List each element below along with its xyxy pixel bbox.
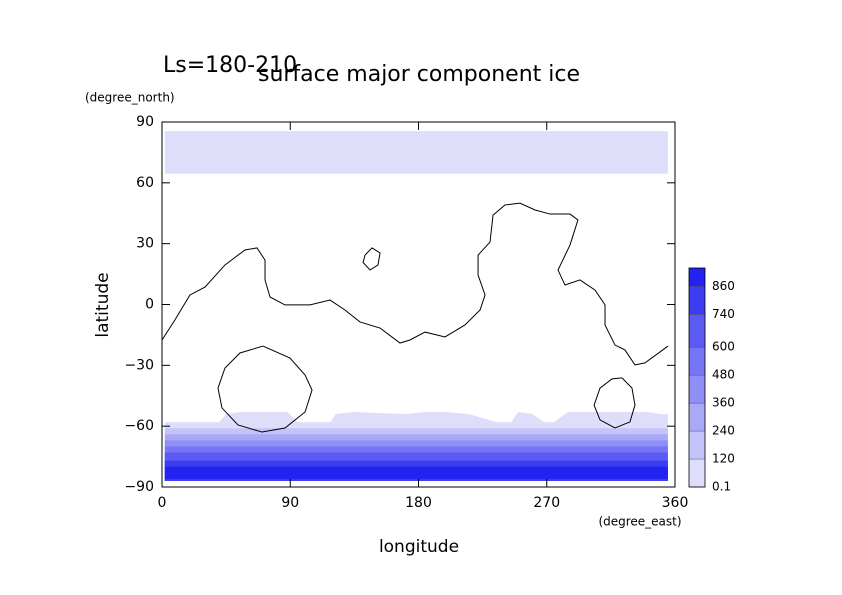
colorbar-segment <box>689 431 705 460</box>
y-tick-label: 0 <box>145 297 154 313</box>
x-tick-label: 0 <box>158 495 167 511</box>
colorbar-label: 740 <box>712 307 735 321</box>
ice-region <box>164 466 668 479</box>
colorbar-label: 860 <box>712 279 735 293</box>
colorbar-segment <box>689 268 705 287</box>
x-unit: (degree_east) <box>598 515 681 529</box>
ice-region <box>164 131 668 174</box>
contour-line <box>217 345 313 433</box>
y-axis-label: latitude <box>93 272 113 337</box>
colorbar-segment <box>689 375 705 404</box>
y-tick-label: −90 <box>124 479 154 495</box>
colorbar-segment <box>689 286 705 315</box>
colorbar-frame <box>688 267 706 488</box>
y-tick-label: −60 <box>124 418 154 434</box>
y-tick-label: −30 <box>124 357 154 373</box>
colorbar-segment <box>689 347 705 376</box>
x-tick-label: 180 <box>405 495 432 511</box>
contour-line <box>161 202 669 366</box>
x-axis-label: longitude <box>379 537 459 557</box>
chart-title: surface major component ice <box>258 62 580 87</box>
y-tick-label: 60 <box>136 175 154 191</box>
colorbar-label: 0.1 <box>712 480 731 494</box>
x-tick-label: 270 <box>533 495 560 511</box>
x-tick-label: 360 <box>662 495 689 511</box>
colorbar-label: 600 <box>712 340 735 354</box>
colorbar-label: 240 <box>712 424 735 438</box>
contour-line <box>593 377 636 429</box>
colorbar-segment <box>689 403 705 432</box>
colorbar-label: 360 <box>712 396 735 410</box>
colorbar-label: 480 <box>712 368 735 382</box>
colorbar-label: 120 <box>712 452 735 466</box>
colorbar-segment <box>689 314 705 348</box>
contour-line <box>362 247 381 271</box>
x-tick-label: 90 <box>281 495 299 511</box>
chart-subtitle: Ls=180-210 <box>163 53 297 78</box>
colorbar-segment <box>689 459 705 487</box>
y-tick-label: 30 <box>136 236 154 252</box>
y-unit: (degree_north) <box>85 91 175 105</box>
y-tick-label: 90 <box>136 114 154 130</box>
